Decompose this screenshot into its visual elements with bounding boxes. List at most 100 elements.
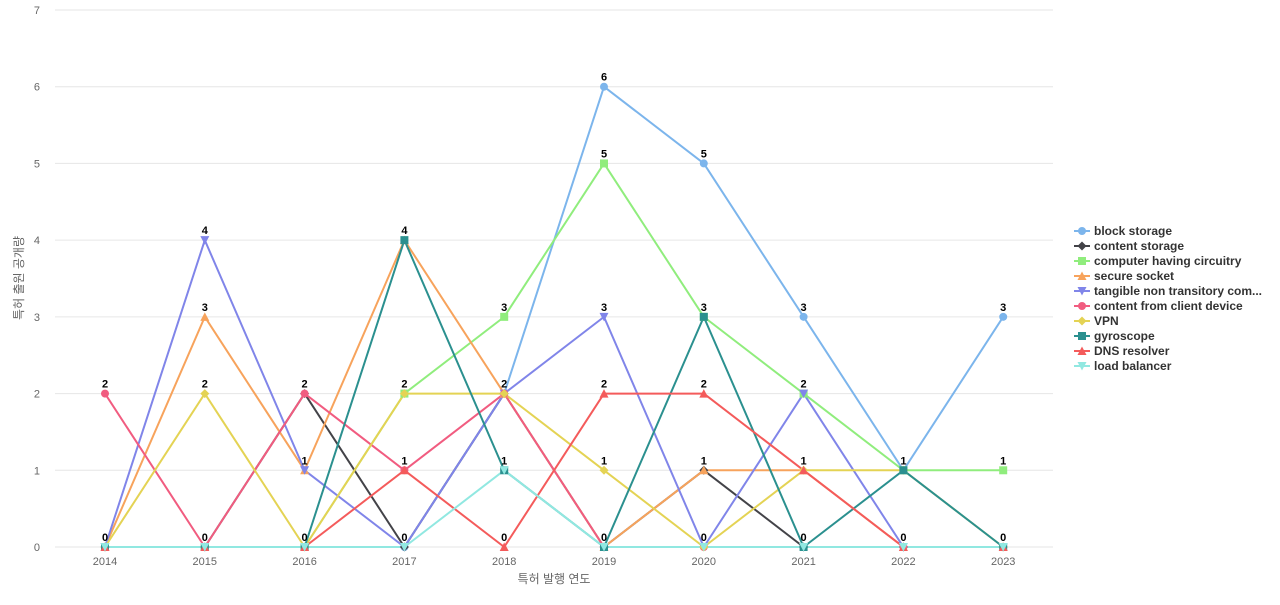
y-tick-label: 4 [34,235,40,247]
data-label: 1 [401,455,407,467]
legend-marker [1078,302,1086,310]
legend-item[interactable]: content storage [1074,239,1184,253]
y-tick-label: 0 [34,542,40,554]
data-label: 0 [601,532,607,544]
legend-item[interactable]: gyroscope [1074,329,1155,343]
data-label: 2 [302,379,308,391]
legend-label: DNS resolver [1094,344,1170,358]
x-axis-title: 특허 발행 연도 [518,571,591,586]
data-point-tangible-non-transitory-com [300,466,310,475]
data-label: 0 [401,532,407,544]
data-label: 3 [501,302,507,314]
x-tick-label: 2021 [791,556,815,568]
data-label: 4 [202,225,209,237]
x-tick-label: 2016 [292,556,316,568]
legend-item[interactable]: tangible non transitory com... [1074,284,1262,298]
data-point-gyroscope [400,236,409,245]
data-labels: 2 0 4 3 2 0 2 1 0 4 2 1 0 3 2 1 0 6 5 3 2 1 0 5 3 2 1 0 3 2 1 0 1 0 3 1 0 [102,72,1006,544]
y-tick-label: 5 [34,158,40,170]
series-lines [104,85,1005,548]
y-tick-label: 6 [34,82,40,94]
data-point-vpn [599,465,609,475]
legend-label: load balancer [1094,359,1172,373]
data-point-block-storage [699,159,708,168]
series-line-vpn[interactable] [104,392,1004,548]
x-axis-ticks: 2014 2015 2016 2017 2018 2019 2020 2021 2022 2023 [93,556,1016,568]
data-label: 0 [302,532,308,544]
legend-marker [1077,362,1087,371]
data-label: 0 [102,532,108,544]
y-tick-label: 2 [34,389,40,401]
x-tick-label: 2022 [891,556,915,568]
data-point-block-storage [999,312,1008,321]
data-point-load-balancer [599,543,609,552]
legend-label: secure socket [1094,269,1174,283]
legend-item[interactable]: load balancer [1074,359,1172,373]
data-point-gyroscope [699,312,708,321]
legend-item[interactable]: VPN [1074,314,1119,328]
data-label: 1 [701,455,707,467]
data-point-load-balancer [200,543,210,552]
legend-marker [1077,271,1087,280]
data-label: 5 [701,148,707,160]
data-point-block-storage [799,312,808,321]
legend-item[interactable]: content from client device [1074,299,1243,313]
data-point-vpn [499,389,509,399]
series-line-load-balancer[interactable] [105,469,1004,548]
y-tick-label: 1 [34,465,40,477]
data-point-tangible-non-transitory-com [799,389,809,399]
data-label: 2 [401,379,407,391]
data-label: 0 [501,532,507,544]
data-point-dns-resolver [399,465,409,475]
x-tick-label: 2019 [592,556,616,568]
y-axis-ticks: 0 1 2 3 4 5 6 7 [34,5,40,554]
data-point-tangible-non-transitory-com [200,236,210,245]
legend-marker [1077,287,1087,296]
y-tick-label: 3 [34,312,40,324]
legend-item[interactable]: secure socket [1074,269,1174,283]
data-label: 1 [801,455,807,467]
data-point-gyroscope [899,466,908,475]
data-point-content-from-client-device [101,389,109,398]
data-point-dns-resolver [699,389,709,398]
data-point-load-balancer [300,543,310,552]
data-point-load-balancer [699,543,709,552]
data-point-load-balancer [799,543,809,552]
data-point-load-balancer [399,543,409,552]
data-point-dns-resolver [799,465,809,475]
data-point-computer-having-circuitry [999,466,1008,475]
data-label: 2 [801,379,807,391]
data-point-secure-socket [200,312,210,321]
data-label: 0 [801,532,807,544]
data-point-dns-resolver [599,389,609,398]
legend-label: content storage [1094,239,1184,253]
legend-label: VPN [1094,314,1119,328]
data-label: 3 [701,302,707,314]
data-point-vpn [399,389,409,399]
data-label: 3 [1000,302,1006,314]
data-point-load-balancer [998,543,1008,552]
data-label: 5 [601,148,607,160]
data-label: 6 [601,72,607,84]
data-point-computer-having-circuitry [500,312,509,321]
legend-item[interactable]: block storage [1074,224,1172,238]
y-axis-title: 특허 출원 공개량 [12,236,26,320]
legend-label: gyroscope [1094,329,1155,343]
data-label: 3 [801,302,807,314]
x-tick-label: 2020 [692,556,716,568]
data-label: 3 [601,302,607,314]
data-label: 0 [900,532,906,544]
legend-item[interactable]: DNS resolver [1074,344,1170,358]
data-point-secure-socket [699,465,709,475]
legend-marker [1078,332,1086,340]
data-label: 2 [501,379,507,391]
legend-item[interactable]: computer having circuitry [1074,254,1242,268]
legend-marker [1077,346,1087,355]
x-tick-label: 2014 [93,556,117,568]
data-label: 3 [202,302,208,314]
data-point-load-balancer [499,466,509,475]
data-label: 1 [501,455,507,467]
data-label: 2 [701,379,707,391]
legend-marker [1078,227,1086,235]
